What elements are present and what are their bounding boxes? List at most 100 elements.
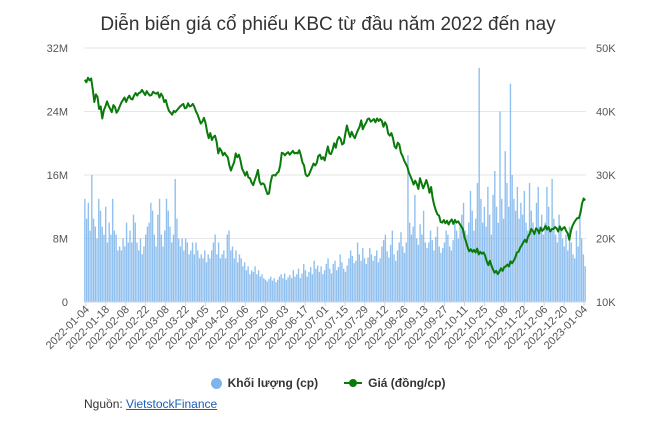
volume-bar xyxy=(228,231,229,302)
volume-bar xyxy=(489,215,490,302)
volume-bar xyxy=(176,219,177,302)
volume-bar xyxy=(128,242,129,302)
volume-bar xyxy=(247,266,248,302)
volume-bar xyxy=(305,270,306,302)
volume-bar xyxy=(312,274,313,302)
volume-bar xyxy=(201,254,202,302)
volume-bar xyxy=(102,227,103,302)
volume-bar xyxy=(579,211,580,302)
volume-bar xyxy=(275,282,276,302)
volume-bar xyxy=(510,84,511,302)
volume-bar xyxy=(98,199,99,302)
volume-bar xyxy=(324,270,325,302)
volume-bar xyxy=(577,246,578,302)
volume-bar xyxy=(256,274,257,302)
volume-bar xyxy=(173,235,174,302)
volume-bar xyxy=(220,258,221,302)
volume-bar xyxy=(190,250,191,302)
y-right-tick-label: 40K xyxy=(596,107,616,119)
volume-bar xyxy=(501,199,502,302)
volume-bar xyxy=(143,246,144,302)
volume-bar xyxy=(225,258,226,302)
source-label: Nguồn: xyxy=(84,397,126,411)
volume-bar xyxy=(432,240,433,302)
volume-bar xyxy=(553,219,554,302)
volume-bar xyxy=(423,211,424,302)
source-link[interactable]: VietstockFinance xyxy=(126,397,217,411)
volume-bar xyxy=(138,250,139,302)
volume-bar xyxy=(487,187,488,302)
volume-bar xyxy=(131,242,132,302)
volume-bar xyxy=(440,253,441,302)
volume-bar xyxy=(470,191,471,302)
volume-bar xyxy=(213,242,214,302)
volume-bar xyxy=(105,207,106,302)
volume-bar xyxy=(492,195,493,302)
volume-bar xyxy=(237,262,238,302)
volume-swatch xyxy=(211,378,222,389)
y-axis-left: 08M16M24M32M xyxy=(47,43,68,309)
volume-bar xyxy=(565,235,566,302)
volume-bar xyxy=(458,239,459,303)
volume-bar xyxy=(333,264,334,302)
volume-bar xyxy=(371,254,372,302)
volume-bar xyxy=(286,280,287,302)
volume-bar xyxy=(388,258,389,302)
volume-bar xyxy=(280,274,281,302)
volume-bar xyxy=(383,240,384,302)
volume-bar xyxy=(308,272,309,302)
volume-bar xyxy=(338,267,339,302)
volume-bar xyxy=(381,246,382,302)
volume-bar xyxy=(378,262,379,302)
volume-bar xyxy=(447,235,448,302)
y-axis-right: 10K20K30K40K50K xyxy=(596,43,616,309)
volume-bar xyxy=(411,235,412,302)
volume-bar xyxy=(291,278,292,302)
volume-bar xyxy=(529,183,530,302)
volume-bar xyxy=(334,261,335,302)
legend-label-price: Giá (đồng/cp) xyxy=(368,376,445,390)
volume-bar xyxy=(583,254,584,302)
volume-bar xyxy=(340,254,341,302)
volume-bar xyxy=(96,239,97,303)
volume-bar xyxy=(357,242,358,302)
volume-bar xyxy=(178,239,179,303)
legend-item-price[interactable]: Giá (đồng/cp) xyxy=(344,376,445,390)
volume-bar xyxy=(395,261,396,302)
volume-bar xyxy=(557,242,558,302)
legend-item-volume[interactable]: Khối lượng (cp) xyxy=(211,376,319,390)
volume-bar xyxy=(560,231,561,302)
volume-bar xyxy=(140,239,141,303)
volume-bar xyxy=(538,187,539,302)
volume-bar xyxy=(112,199,113,302)
volume-bar xyxy=(327,258,328,302)
volume-bar xyxy=(543,235,544,302)
volume-bar xyxy=(472,211,473,302)
volume-bar xyxy=(296,274,297,302)
volume-bar xyxy=(336,270,337,302)
volume-bar xyxy=(392,231,393,302)
y-left-tick-label: 24M xyxy=(47,107,68,119)
volume-bar xyxy=(161,235,162,302)
volume-bar xyxy=(376,250,377,302)
volume-bar xyxy=(322,274,323,302)
volume-bar xyxy=(122,239,123,303)
volume-bar xyxy=(230,250,231,302)
volume-bar xyxy=(407,155,408,302)
volume-bar xyxy=(499,112,500,303)
volume-bar xyxy=(155,246,156,302)
volume-bar xyxy=(385,235,386,302)
y-right-tick-label: 20K xyxy=(596,234,616,246)
volume-bar xyxy=(214,235,215,302)
volume-bar xyxy=(459,227,460,302)
y-right-tick-label: 50K xyxy=(596,43,616,55)
volume-bar xyxy=(84,199,85,302)
volume-bar xyxy=(449,246,450,302)
volume-bar xyxy=(480,199,481,302)
volume-bar xyxy=(303,264,304,302)
volume-bar xyxy=(86,219,87,302)
volume-bar xyxy=(548,207,549,302)
volume-bar xyxy=(244,262,245,302)
volume-bar xyxy=(437,227,438,302)
volume-bar xyxy=(419,224,420,302)
